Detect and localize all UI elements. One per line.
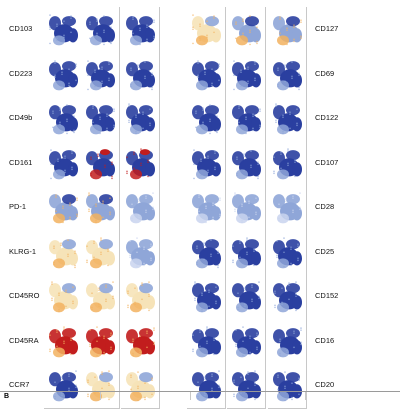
right-umap-plot-6-1 [227, 274, 266, 320]
right-umap-plot-6-0 [187, 274, 226, 320]
panel-b-divider [0, 391, 400, 400]
left-umap-plot-1-0 [44, 51, 83, 97]
left-marker-label-7: CD45RA [9, 335, 39, 345]
left-marker-label-4: PD-1 [9, 202, 27, 212]
left-marker-label-6: CD45RO [9, 291, 40, 301]
left-umap-plot-6-1 [81, 274, 120, 320]
right-umap-plot-2-1 [227, 96, 266, 142]
right-umap-plot-3-1 [227, 140, 266, 186]
figure-panel-a: CD103 CD223 CD49b CD161 PD-1 KLRG-1 CD45RO CD45… [9, 7, 339, 409]
left-umap-plot-6-0 [44, 274, 83, 320]
left-umap-plot-1-2 [121, 51, 160, 97]
left-umap-plot-7-1 [81, 318, 120, 364]
left-marker-label-3: CD161 [9, 157, 33, 167]
right-marker-label-3: CD107 [315, 157, 339, 167]
right-umap-plot-5-1 [227, 229, 266, 275]
left-marker-label-1: CD223 [9, 68, 33, 78]
right-umap-plot-5-0 [187, 229, 226, 275]
right-umap-plot-4-1 [227, 185, 266, 231]
left-umap-plot-5-2 [121, 229, 160, 275]
left-umap-plot-5-0 [44, 229, 83, 275]
right-umap-plot-0-2 [268, 7, 307, 53]
left-umap-plot-8-2 [121, 363, 160, 409]
right-umap-plot-5-2 [268, 229, 307, 275]
right-umap-plot-4-2 [268, 185, 307, 231]
right-umap-plot-3-2 [268, 140, 307, 186]
left-umap-plot-7-0 [44, 318, 83, 364]
left-umap-plot-8-0 [44, 363, 83, 409]
left-marker-label-2: CD49b [9, 113, 33, 123]
right-umap-plot-8-0 [187, 363, 226, 409]
left-umap-plot-2-0 [44, 96, 83, 142]
left-umap-plot-0-1 [81, 7, 120, 53]
left-marker-label-8: CCR7 [9, 380, 30, 390]
right-marker-label-6: CD152 [315, 291, 339, 301]
left-umap-plot-3-0 [44, 140, 83, 186]
left-umap-plot-1-1 [81, 51, 120, 97]
right-marker-label-0: CD127 [315, 24, 339, 34]
panel-b-divider-2 [190, 392, 191, 400]
panel-b-label: B [4, 393, 10, 400]
right-umap-plot-2-0 [187, 96, 226, 142]
right-umap-plot-0-0 [187, 7, 226, 53]
left-umap-plot-2-2 [121, 96, 160, 142]
panel-b-divider-1 [100, 392, 101, 400]
right-umap-plot-1-2 [268, 51, 307, 97]
right-marker-label-8: CD20 [315, 380, 335, 390]
left-umap-plot-2-1 [81, 96, 120, 142]
panel-b-divider-3 [305, 392, 306, 400]
right-umap-plot-1-1 [227, 51, 266, 97]
left-umap-plot-0-0 [44, 7, 83, 53]
left-marker-label-5: KLRG-1 [9, 246, 37, 256]
left-umap-plot-3-1 [81, 140, 120, 186]
right-umap-plot-2-2 [268, 96, 307, 142]
left-umap-plot-6-2 [121, 274, 160, 320]
right-marker-label-5: CD25 [315, 246, 335, 256]
left-umap-plot-4-2 [121, 185, 160, 231]
right-marker-label-4: CD28 [315, 202, 335, 212]
right-umap-plot-8-1 [227, 363, 266, 409]
right-umap-plot-7-2 [268, 318, 307, 364]
right-umap-plot-4-0 [187, 185, 226, 231]
left-umap-plot-3-2 [121, 140, 160, 186]
right-umap-plot-8-2 [268, 363, 307, 409]
left-umap-plot-4-0 [44, 185, 83, 231]
left-umap-plot-7-2 [121, 318, 160, 364]
right-umap-plot-0-1 [227, 7, 266, 53]
left-umap-plot-4-1 [81, 185, 120, 231]
right-marker-label-2: CD122 [315, 113, 339, 123]
right-umap-plot-6-2 [268, 274, 307, 320]
right-umap-plot-1-0 [187, 51, 226, 97]
left-umap-plot-8-1 [81, 363, 120, 409]
left-marker-label-0: CD103 [9, 24, 33, 34]
right-marker-label-7: CD16 [315, 335, 335, 345]
right-umap-plot-7-1 [227, 318, 266, 364]
left-umap-plot-0-2 [121, 7, 160, 53]
right-umap-plot-7-0 [187, 318, 226, 364]
right-umap-plot-3-0 [187, 140, 226, 186]
left-umap-plot-5-1 [81, 229, 120, 275]
right-marker-label-1: CD69 [315, 68, 335, 78]
